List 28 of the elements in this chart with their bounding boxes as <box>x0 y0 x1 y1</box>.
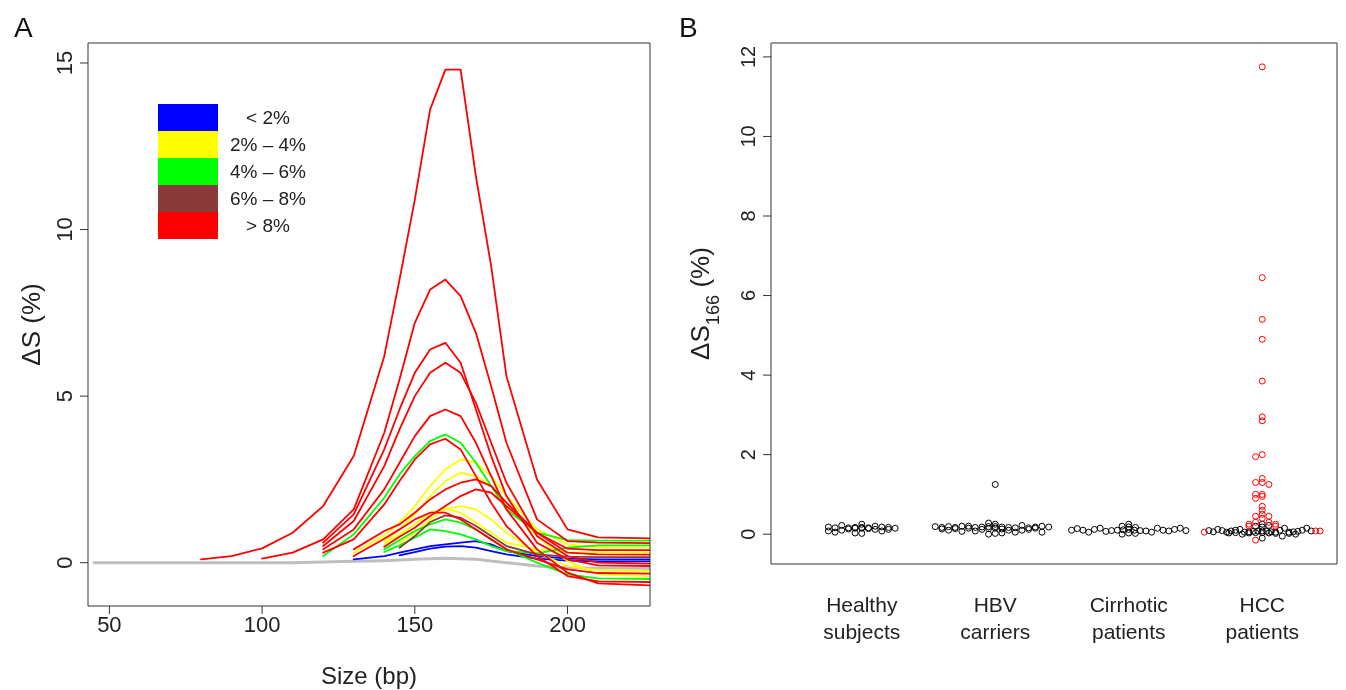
x-tick-label: 150 <box>396 611 434 637</box>
legend-label: 4% – 6% <box>228 160 307 183</box>
x-tick-label: HBV carriers <box>960 593 1031 643</box>
x-tick-label: 50 <box>97 611 122 637</box>
y-tick-label: 15 <box>52 50 77 76</box>
chart-title: B <box>679 12 698 44</box>
x-tick-label: HCC patients <box>1225 593 1300 643</box>
legend-label: 6% – 8% <box>228 187 307 210</box>
y-tick-label: 0 <box>52 556 77 569</box>
x-tick-label: 100 <box>243 611 281 637</box>
legend-label: < 2% <box>245 106 291 129</box>
x-axis-title: Size (bp) <box>320 662 418 689</box>
y-axis-title: ΔS (%) <box>16 283 46 366</box>
x-tick-label: 200 <box>549 611 586 637</box>
y-tick-label: 10 <box>737 125 759 148</box>
y-tick-label: 12 <box>737 45 759 69</box>
x-tick-label: Healthy subjects <box>823 593 901 643</box>
y-tick-label: 6 <box>737 289 759 302</box>
y-tick-label: 4 <box>737 369 759 381</box>
legend-label: 2% – 4% <box>228 133 307 156</box>
legend-label: > 8% <box>245 214 291 237</box>
x-tick-label: Cirrhotic patients <box>1089 593 1168 643</box>
y-tick-label: 2 <box>737 449 759 461</box>
y-tick-label: 0 <box>737 528 759 540</box>
chart-title: A <box>14 12 33 44</box>
y-tick-label: 10 <box>52 217 77 242</box>
y-tick-label: 8 <box>737 210 759 222</box>
y-tick-label: 5 <box>52 390 77 403</box>
